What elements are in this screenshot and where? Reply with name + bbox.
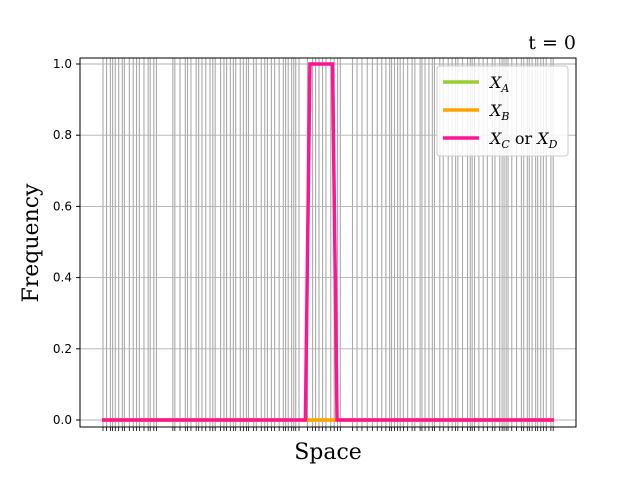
- series-lines: [102, 62, 554, 422]
- legend: XA XB XC or XD: [436, 65, 569, 157]
- time-title: t = 0: [528, 32, 576, 54]
- legend-box: [436, 65, 569, 157]
- y-tick-label: 0.8: [53, 128, 72, 142]
- y-tick-label: 0.0: [53, 413, 72, 427]
- legend-label-c: XC or XD: [488, 129, 558, 151]
- y-axis-title: Frequency: [19, 183, 44, 303]
- y-tick-label: 0.6: [53, 199, 72, 213]
- y-ticks: 0.0 0.2 0.4 0.6 0.8 1.0: [53, 57, 80, 427]
- y-tick-label: 1.0: [53, 57, 72, 71]
- legend-label-b: XB: [488, 101, 509, 123]
- series-line-2: [102, 62, 554, 422]
- x-axis-title: Space: [294, 440, 362, 465]
- space-rug-lines: [102, 58, 554, 431]
- plot-frame: [79, 57, 577, 428]
- legend-label-a: XA: [488, 73, 509, 95]
- y-tick-label: 0.4: [53, 271, 72, 285]
- y-tick-label: 0.2: [53, 342, 72, 356]
